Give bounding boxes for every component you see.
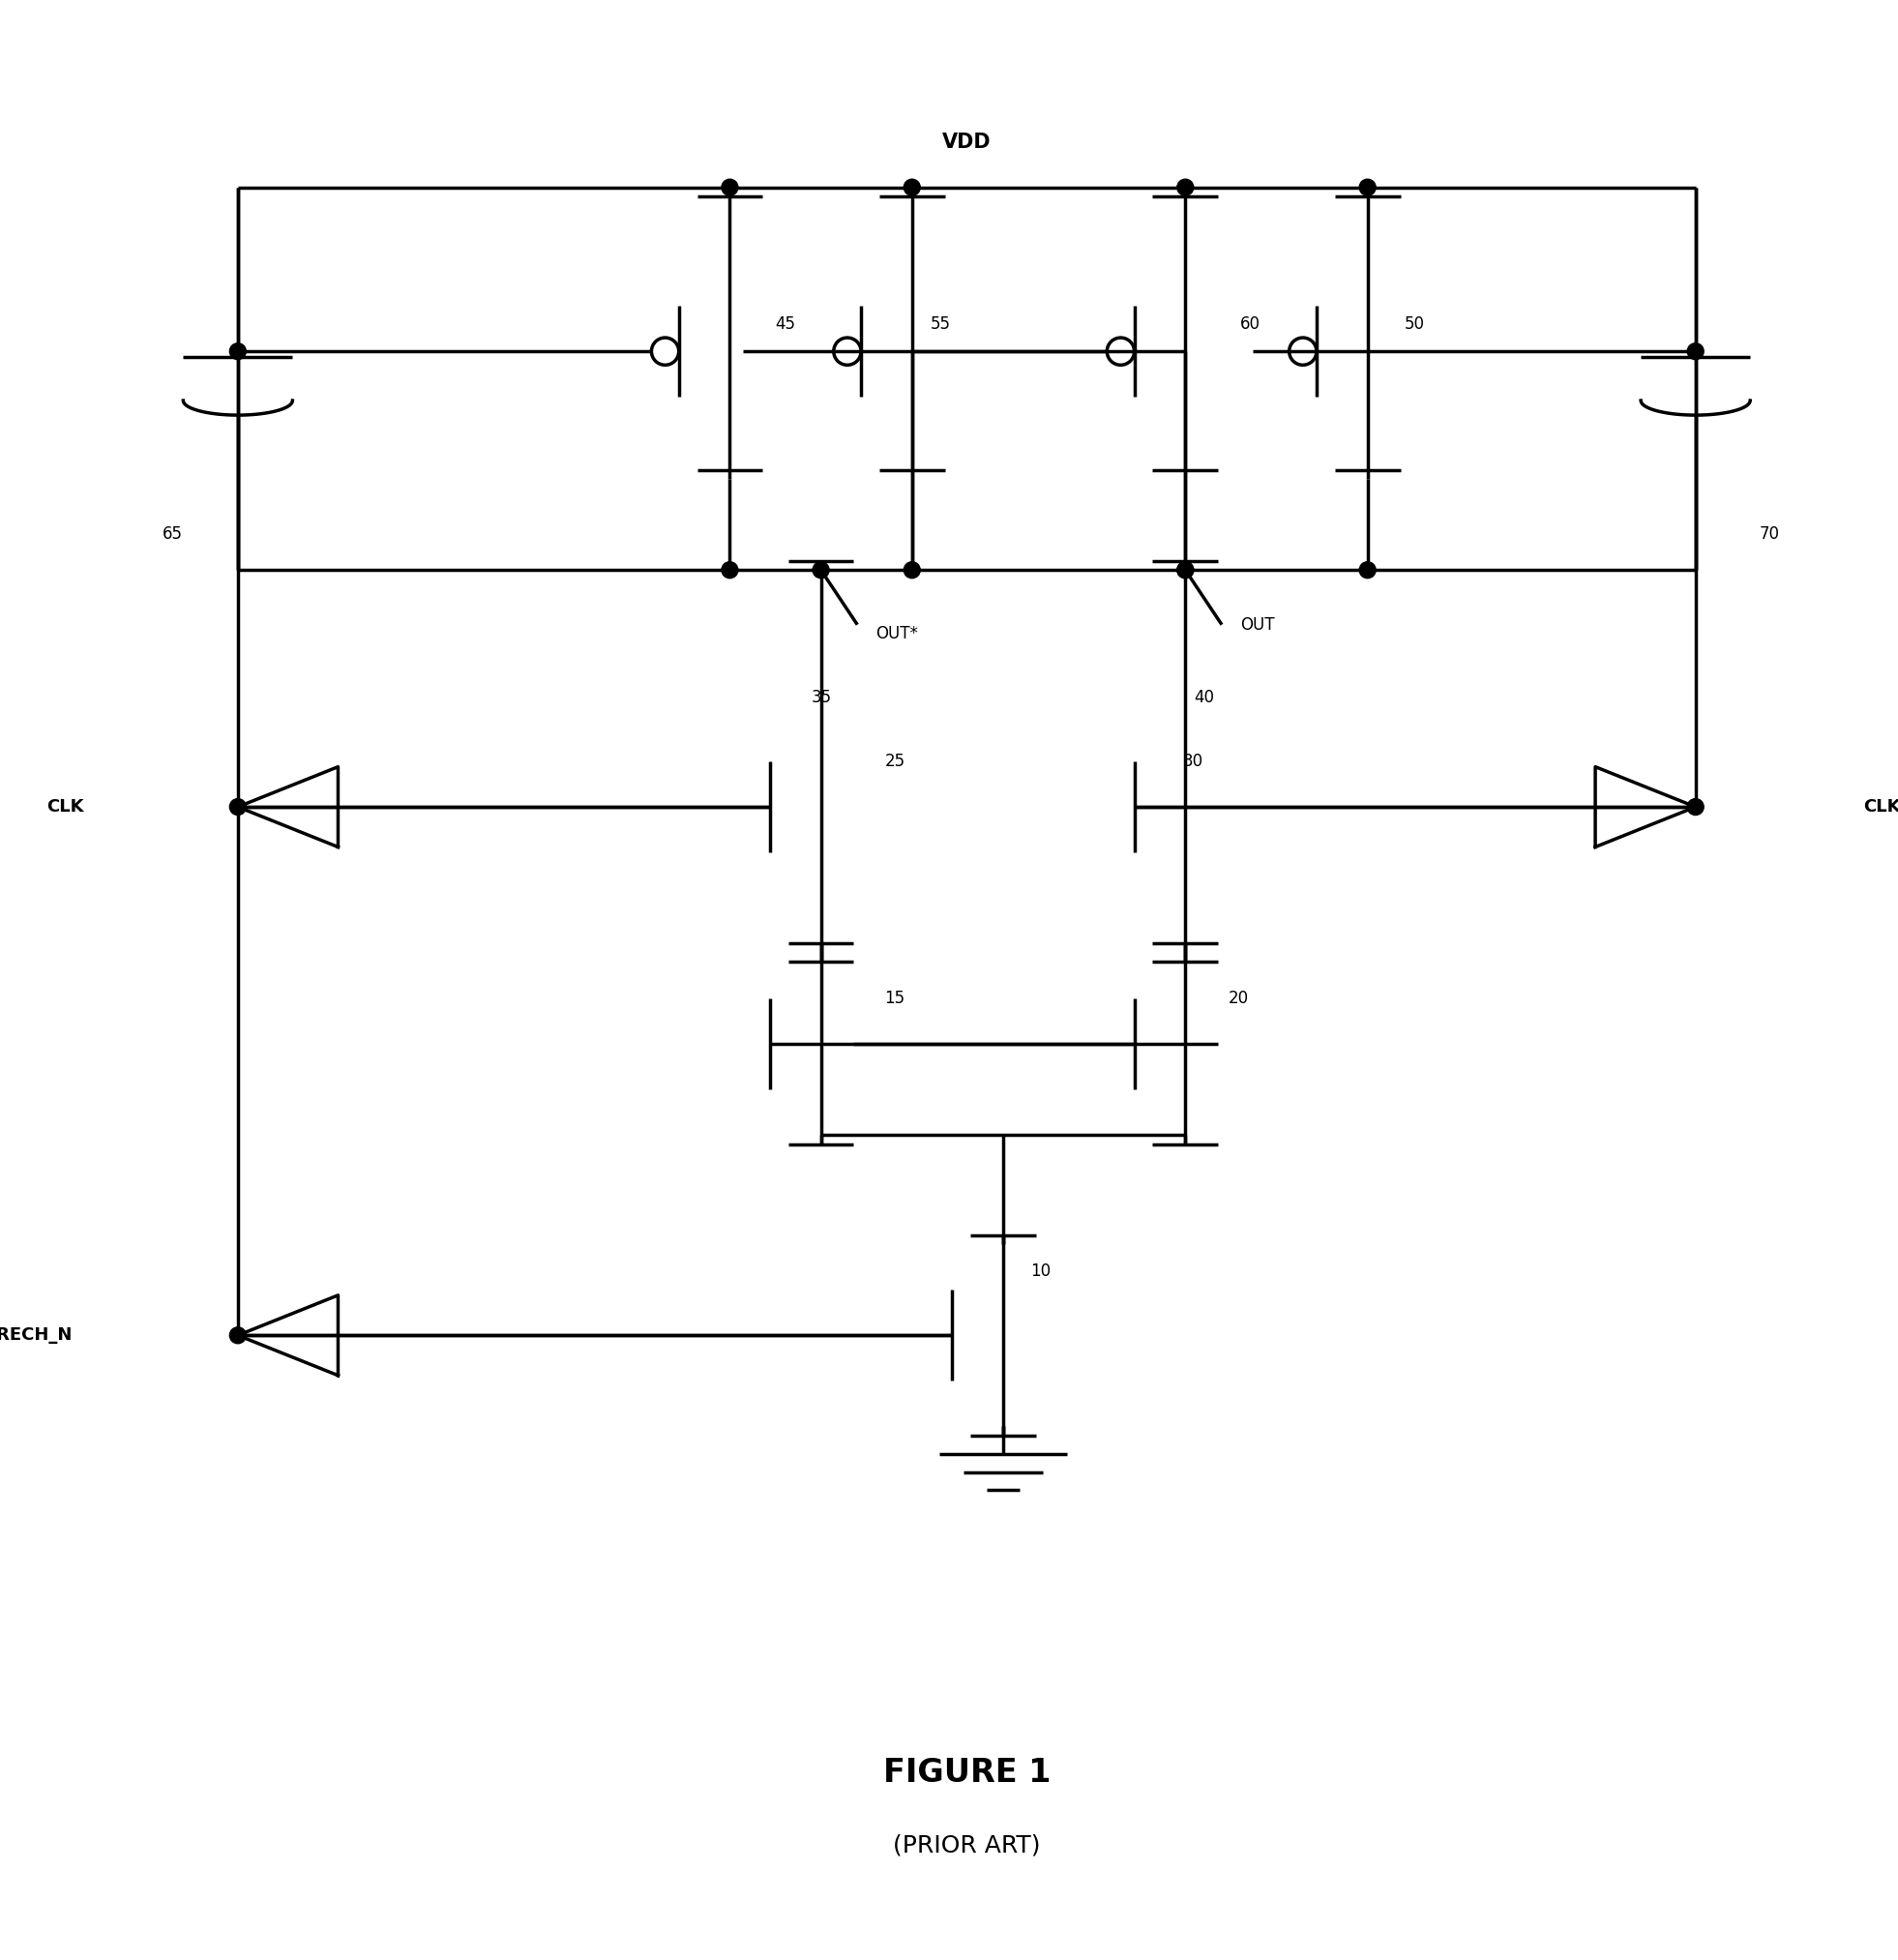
Circle shape	[903, 563, 921, 578]
Text: PRECH_N: PRECH_N	[0, 1327, 72, 1345]
Text: CLK*: CLK*	[1864, 798, 1898, 815]
Text: FIGURE 1: FIGURE 1	[883, 1756, 1050, 1789]
Circle shape	[1687, 343, 1704, 359]
Text: 15: 15	[884, 990, 905, 1007]
Text: (PRIOR ART): (PRIOR ART)	[892, 1835, 1040, 1858]
Circle shape	[1359, 563, 1376, 578]
Text: 20: 20	[1228, 990, 1249, 1007]
Text: 70: 70	[1759, 525, 1780, 543]
Text: 60: 60	[1239, 316, 1260, 333]
Text: VDD: VDD	[941, 131, 991, 151]
Circle shape	[230, 1327, 247, 1343]
Text: 65: 65	[163, 525, 184, 543]
Circle shape	[230, 343, 247, 359]
Text: 35: 35	[812, 688, 831, 706]
Circle shape	[721, 178, 738, 196]
Text: 55: 55	[930, 316, 951, 333]
Text: OUT*: OUT*	[875, 625, 919, 643]
Circle shape	[1359, 178, 1376, 196]
Text: CLK: CLK	[46, 798, 84, 815]
Text: 50: 50	[1405, 316, 1424, 333]
Text: 10: 10	[1031, 1262, 1051, 1280]
Circle shape	[230, 798, 247, 815]
Circle shape	[1177, 178, 1194, 196]
Circle shape	[1687, 798, 1704, 815]
Circle shape	[1177, 563, 1194, 578]
Text: 30: 30	[1182, 753, 1203, 770]
Text: 40: 40	[1194, 688, 1215, 706]
Circle shape	[812, 563, 829, 578]
Text: 25: 25	[884, 753, 905, 770]
Text: 45: 45	[776, 316, 795, 333]
Circle shape	[1177, 563, 1194, 578]
Circle shape	[721, 563, 738, 578]
Text: OUT: OUT	[1239, 615, 1274, 633]
Circle shape	[903, 178, 921, 196]
